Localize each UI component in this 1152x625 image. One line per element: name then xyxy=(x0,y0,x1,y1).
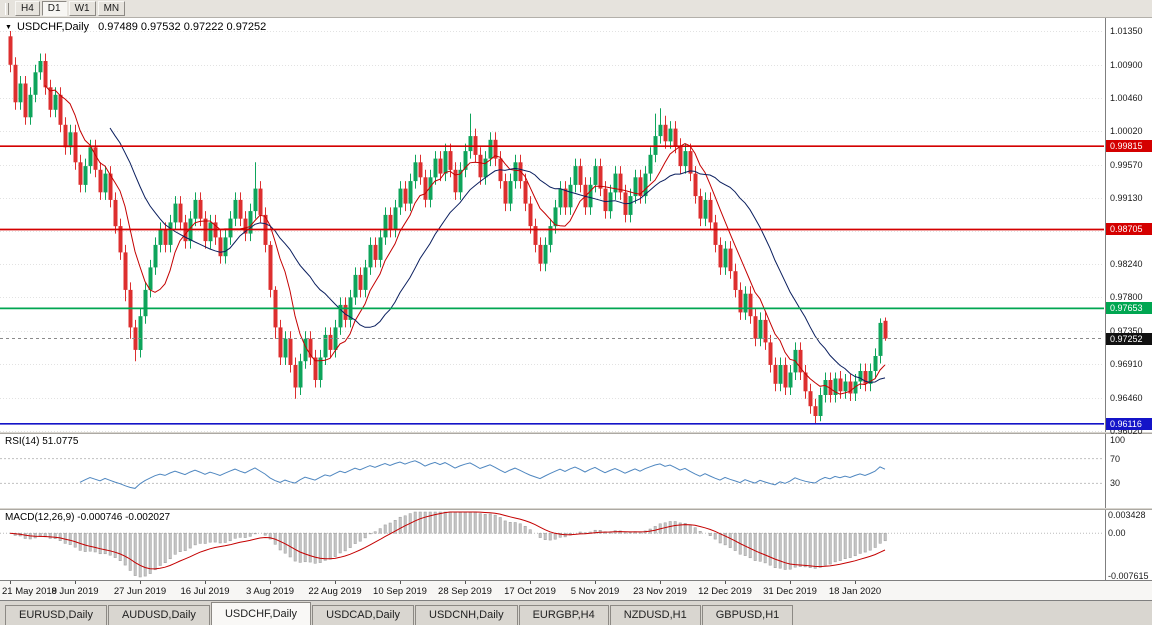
time-axis-tick xyxy=(10,581,11,584)
hline-price-badge: 0.97653 xyxy=(1106,302,1152,315)
macd-label: MACD(12,26,9) -0.000746 -0.002027 xyxy=(5,512,171,523)
chart-corner-arrow-icon: ▼ xyxy=(5,23,12,31)
macd-axis: 0.003428 0.00 -0.007615 xyxy=(1105,510,1152,581)
macd-tick-label: 0.003428 xyxy=(1108,510,1146,520)
main-chart-panel[interactable]: ▼ USDCHF,Daily 0.97489 0.97532 0.97222 0… xyxy=(0,18,1152,436)
price-tick-label: 1.01350 xyxy=(1110,26,1143,36)
rsi-tick-label: 30 xyxy=(1110,478,1121,489)
price-tick-label: 0.96020 xyxy=(1110,426,1143,436)
hline-price-badge: 0.96116 xyxy=(1106,417,1152,430)
chart-tab-usdcad-daily[interactable]: USDCAD,Daily xyxy=(312,605,415,625)
rsi-label: RSI(14) 51.0775 xyxy=(5,436,79,447)
macd-canvas[interactable] xyxy=(0,510,1104,580)
date-label: 31 Dec 2019 xyxy=(763,586,817,597)
time-axis-tick xyxy=(75,581,76,584)
chart-tab-usdcnh-daily[interactable]: USDCNH,Daily xyxy=(415,605,518,625)
time-axis-tick xyxy=(790,581,791,584)
time-axis-tick xyxy=(205,581,206,584)
date-label: 21 May 2019 xyxy=(2,586,57,597)
price-tick-label: 0.99570 xyxy=(1110,159,1143,170)
date-label: 17 Oct 2019 xyxy=(504,586,556,597)
time-axis-tick xyxy=(660,581,661,584)
chart-tab-usdchf-daily[interactable]: USDCHF,Daily xyxy=(210,602,312,625)
candles xyxy=(8,31,888,424)
macd-signal-line xyxy=(9,511,886,570)
chart-tab-eurusd-daily[interactable]: EURUSD,Daily xyxy=(5,605,107,625)
price-tick-label: 0.96910 xyxy=(1110,359,1143,370)
price-tick-label: 0.97350 xyxy=(1110,326,1143,337)
time-axis-tick xyxy=(855,581,856,584)
time-axis-tick xyxy=(530,581,531,584)
chart-symbol-timeframe: USDCHF,Daily xyxy=(16,21,90,33)
date-label: 16 Jul 2019 xyxy=(180,586,230,597)
hline-price-badge: 0.99815 xyxy=(1106,140,1152,153)
date-label: 10 Sep 2019 xyxy=(373,586,427,597)
timeframe-button-h4[interactable]: H4 xyxy=(15,1,40,16)
rsi-indicator-panel[interactable]: RSI(14) 51.0775 100 70 30 xyxy=(0,434,1152,508)
time-axis-tick xyxy=(595,581,596,584)
hline-price-badge: 0.98705 xyxy=(1106,223,1152,236)
time-axis[interactable]: 21 May 2019 8 Jun 2019 27 Jun 2019 16 Jul 2… xyxy=(0,580,1152,600)
ma-fast-line xyxy=(44,85,886,395)
date-label: 3 Aug 2019 xyxy=(245,586,295,597)
time-axis-tick xyxy=(140,581,141,584)
date-label: 23 Nov 2019 xyxy=(633,586,687,597)
price-chart-canvas[interactable] xyxy=(0,18,1104,432)
time-axis-tick xyxy=(335,581,336,584)
chart-title: ▼ USDCHF,Daily 0.97489 0.97532 0.97222 0… xyxy=(5,21,266,33)
panel-splitter[interactable] xyxy=(0,508,1152,510)
rsi-tick-label: 100 xyxy=(1110,435,1126,445)
rsi-line xyxy=(79,460,886,489)
time-axis-tick xyxy=(270,581,271,584)
time-axis-tick xyxy=(725,581,726,584)
chart-tab-gbpusd-h1[interactable]: GBPUSD,H1 xyxy=(701,605,794,625)
rsi-axis: 100 70 30 xyxy=(1105,434,1152,508)
chart-tab-audusd-daily[interactable]: AUDUSD,Daily xyxy=(107,605,210,625)
price-tick-label: 1.00020 xyxy=(1110,125,1143,136)
macd-indicator-panel[interactable]: MACD(12,26,9) -0.000746 -0.002027 0.0034… xyxy=(0,510,1152,581)
rsi-canvas[interactable] xyxy=(0,434,1104,508)
chart-tabs-bar: EURUSD,Daily AUDUSD,Daily USDCHF,Daily USDC… xyxy=(0,600,1152,625)
price-tick-label: 0.97800 xyxy=(1110,292,1143,303)
price-tick-label: 0.98240 xyxy=(1110,259,1143,270)
date-label: 18 Jan 2020 xyxy=(828,586,882,597)
toolbar-grip-handle[interactable] xyxy=(5,2,9,15)
price-tick-label: 0.96460 xyxy=(1110,392,1143,403)
current-price-badge: 0.97252 xyxy=(1106,332,1152,345)
price-tick-label: 1.00460 xyxy=(1110,92,1143,103)
macd-tick-label: -0.007615 xyxy=(1108,571,1149,581)
date-label: 12 Dec 2019 xyxy=(698,586,752,597)
timeframe-button-d1[interactable]: D1 xyxy=(41,1,67,16)
timeframe-button-mn[interactable]: MN xyxy=(97,1,126,16)
date-label: 8 Jun 2019 xyxy=(51,586,99,597)
timeframe-toolbar: H4 D1 W1 MN xyxy=(0,0,1152,18)
price-tick-label: 1.00900 xyxy=(1110,59,1143,70)
time-axis-tick xyxy=(465,581,466,584)
date-label: 28 Sep 2019 xyxy=(438,586,492,597)
timeframe-buttons: H4 D1 W1 MN xyxy=(15,1,127,16)
macd-histogram xyxy=(13,511,887,578)
timeframe-button-w1[interactable]: W1 xyxy=(68,1,96,16)
chart-tab-eurgbp-h4[interactable]: EURGBP,H4 xyxy=(518,605,609,625)
panel-splitter[interactable] xyxy=(0,432,1152,434)
macd-tick-label: 0.00 xyxy=(1108,528,1126,539)
rsi-tick-label: 70 xyxy=(1110,453,1121,464)
date-label: 5 Nov 2019 xyxy=(570,586,620,597)
date-label: 27 Jun 2019 xyxy=(113,586,167,597)
time-axis-tick xyxy=(400,581,401,584)
ma-slow-line xyxy=(109,127,886,383)
date-label: 22 Aug 2019 xyxy=(308,586,362,597)
price-axis[interactable]: 1.01350 1.00900 1.00460 1.00020 0.99570 0.991… xyxy=(1105,18,1152,436)
price-tick-label: 0.99130 xyxy=(1110,192,1143,203)
chart-ohlc-values: 0.97489 0.97532 0.97222 0.97252 xyxy=(98,21,267,33)
chart-tab-nzdusd-h1[interactable]: NZDUSD,H1 xyxy=(609,605,701,625)
